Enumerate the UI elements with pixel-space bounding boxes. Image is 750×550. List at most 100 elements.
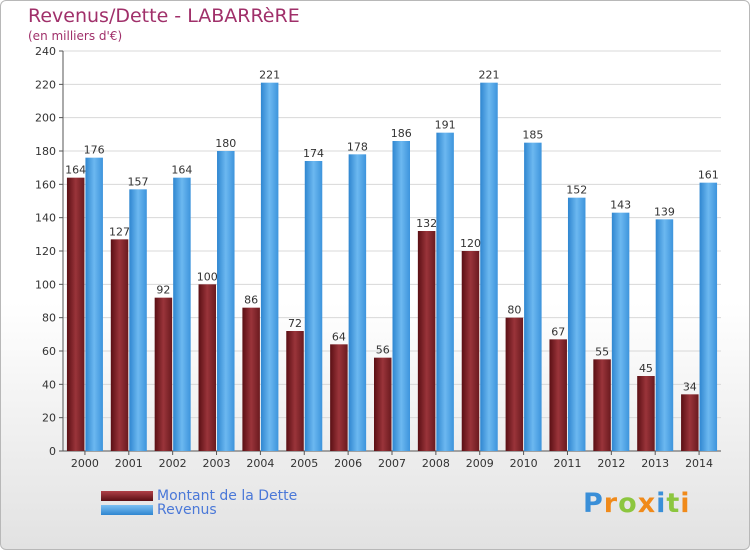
- data-label-revenue: 180: [215, 137, 236, 150]
- data-label-debt: 72: [288, 317, 302, 330]
- data-label-revenue: 152: [566, 184, 587, 197]
- legend-swatch-revenue: [101, 505, 153, 515]
- bar-debt: [549, 339, 567, 451]
- bar-debt: [417, 231, 436, 451]
- data-label-debt: 127: [109, 225, 130, 238]
- y-tick-label: 240: [35, 45, 56, 58]
- bar-debt: [286, 331, 304, 451]
- y-tick-label: 0: [49, 445, 56, 458]
- bar-debt: [505, 317, 524, 451]
- y-tick-label: 180: [35, 145, 56, 158]
- y-tick-label: 20: [42, 412, 56, 425]
- x-tick-label: 2007: [378, 457, 406, 470]
- data-label-debt: 67: [551, 325, 565, 338]
- logo-letter: P: [583, 488, 604, 519]
- legend-label-debt: Montant de la Dette: [157, 488, 298, 504]
- x-tick-label: 2008: [422, 457, 450, 470]
- bar-debt: [154, 297, 173, 451]
- y-tick-label: 200: [35, 112, 56, 125]
- y-tick-label: 60: [42, 345, 56, 358]
- x-tick-label: 2013: [641, 457, 669, 470]
- y-tick-label: 40: [42, 378, 56, 391]
- bar-revenue: [699, 182, 718, 451]
- x-tick-label: 2012: [597, 457, 625, 470]
- data-label-revenue: 139: [654, 205, 675, 218]
- bar-debt: [461, 251, 480, 451]
- x-tick-label: 2005: [290, 457, 318, 470]
- y-tick-label: 220: [35, 78, 56, 91]
- data-label-debt: 86: [244, 294, 258, 307]
- data-label-debt: 164: [65, 164, 86, 177]
- proxiti-logo: Proxiti: [583, 488, 691, 519]
- data-label-revenue: 186: [391, 127, 412, 140]
- data-label-revenue: 221: [259, 69, 280, 82]
- data-label-revenue: 143: [610, 199, 631, 212]
- bar-debt: [681, 394, 699, 451]
- x-tick-label: 2002: [159, 457, 187, 470]
- bar-revenue: [655, 219, 674, 451]
- data-label-revenue: 191: [435, 119, 456, 132]
- logo-letter: i: [680, 488, 691, 519]
- legend-item-debt: Montant de la Dette: [101, 488, 298, 504]
- x-tick-label: 2004: [246, 457, 274, 470]
- bar-revenue: [217, 151, 235, 451]
- data-label-revenue: 185: [522, 129, 543, 142]
- x-tick-label: 2009: [466, 457, 494, 470]
- chart-title: Revenus/Dette - LABARRèRE: [28, 5, 300, 27]
- data-label-debt: 55: [595, 345, 609, 358]
- legend-swatch-debt: [101, 491, 153, 501]
- legend-item-revenue: Revenus: [101, 502, 217, 518]
- logo-letter: x: [637, 488, 657, 519]
- data-label-revenue: 164: [171, 164, 192, 177]
- data-label-debt: 100: [197, 270, 218, 283]
- bar-revenue: [567, 197, 586, 451]
- bar-revenue: [436, 132, 454, 451]
- chart-subtitle: (en milliers d'€): [28, 29, 123, 43]
- data-label-debt: 132: [416, 217, 437, 230]
- logo-letter: t: [666, 488, 681, 519]
- logo-letter: o: [618, 488, 638, 519]
- bar-revenue: [85, 157, 103, 451]
- x-tick-label: 2006: [334, 457, 362, 470]
- data-label-revenue: 161: [698, 169, 719, 182]
- data-label-revenue: 221: [478, 69, 499, 82]
- y-tick-label: 100: [35, 278, 56, 291]
- data-label-revenue: 178: [347, 140, 368, 153]
- data-label-debt: 34: [683, 380, 697, 393]
- bar-debt: [330, 344, 348, 451]
- x-tick-label: 2003: [203, 457, 231, 470]
- logo-letter: r: [603, 488, 619, 519]
- y-tick-label: 140: [35, 212, 56, 225]
- bar-revenue: [348, 154, 367, 452]
- bar-revenue: [260, 82, 279, 452]
- bar-revenue: [304, 161, 323, 451]
- bar-debt: [593, 359, 611, 451]
- x-tick-label: 2011: [553, 457, 581, 470]
- y-tick-label: 160: [35, 178, 56, 191]
- bar-revenue: [173, 177, 191, 451]
- bar-debt: [374, 357, 392, 451]
- bar-revenue: [129, 189, 147, 452]
- data-label-revenue: 174: [303, 147, 324, 160]
- bar-debt: [198, 284, 217, 451]
- data-label-revenue: 176: [84, 144, 105, 157]
- y-tick-label: 80: [42, 312, 56, 325]
- x-tick-label: 2014: [685, 457, 713, 470]
- bar-revenue: [480, 82, 498, 452]
- bar-debt: [66, 177, 85, 451]
- bar-debt: [110, 239, 129, 451]
- data-label-debt: 80: [507, 304, 521, 317]
- bar-revenue: [524, 142, 542, 451]
- bar-debt: [637, 376, 655, 451]
- bar-revenue: [392, 141, 410, 451]
- logo-letter: i: [656, 488, 667, 519]
- data-label-debt: 92: [156, 284, 170, 297]
- bar-revenue: [611, 212, 630, 451]
- x-tick-label: 2000: [71, 457, 99, 470]
- data-label-debt: 64: [332, 330, 346, 343]
- y-tick-label: 120: [35, 245, 56, 258]
- x-tick-label: 2010: [510, 457, 538, 470]
- legend-label-revenue: Revenus: [157, 502, 217, 518]
